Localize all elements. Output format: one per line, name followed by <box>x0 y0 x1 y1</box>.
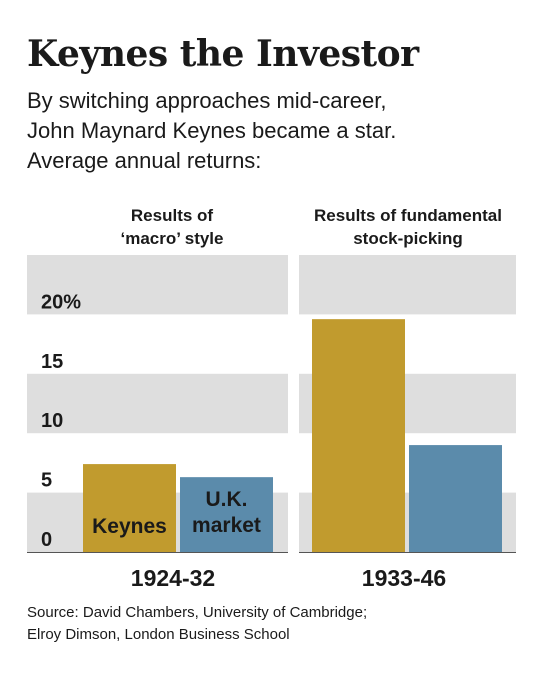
bar-uk-market <box>409 445 502 552</box>
bar-keynes <box>312 319 405 552</box>
panel-title-line: stock-picking <box>353 229 463 248</box>
chart-subtitle: By switching approaches mid-career, John… <box>27 86 537 176</box>
x-category-label: 1924-32 <box>131 565 215 591</box>
y-tick-label: 0 <box>41 529 52 551</box>
series-label-uk-market: market <box>192 514 261 537</box>
subtitle-line: By switching approaches mid-career, <box>27 88 387 113</box>
y-tick-label: 5 <box>41 470 52 492</box>
grid-band <box>27 373 288 434</box>
bar-chart: 0 5 10 15 20% Keynes U.K. market 1924-32 1933-46 <box>27 255 516 591</box>
y-tick-label: 20% <box>41 291 81 313</box>
source-note: Source: David Chambers, University of Ca… <box>27 602 367 646</box>
grid-band <box>27 255 288 315</box>
source-line: Elroy Dimson, London Business School <box>27 626 290 643</box>
grid-band <box>299 255 516 315</box>
panel-title-line: ‘macro’ style <box>120 229 224 248</box>
panel-title-macro: Results of ‘macro’ style <box>62 204 282 250</box>
panel-title-line: Results of <box>130 206 214 225</box>
y-tick-label: 15 <box>41 351 63 373</box>
x-category-label: 1933-46 <box>362 565 446 591</box>
panel-title-stock-picking: Results of fundamental stock-picking <box>290 204 526 250</box>
bar-keynes <box>83 464 176 552</box>
series-label-uk-market: U.K. <box>206 488 248 511</box>
y-tick-label: 10 <box>41 410 63 432</box>
subtitle-line: John Maynard Keynes became a star. <box>27 118 397 143</box>
subtitle-line: Average annual returns: <box>27 148 262 173</box>
source-line: Source: David Chambers, University of Ca… <box>27 604 368 621</box>
series-label-keynes: Keynes <box>92 515 167 538</box>
chart-title: Keynes the Investor <box>27 33 419 75</box>
panel-title-line: Results of fundamental <box>314 206 502 225</box>
bar-uk-market <box>180 477 273 552</box>
